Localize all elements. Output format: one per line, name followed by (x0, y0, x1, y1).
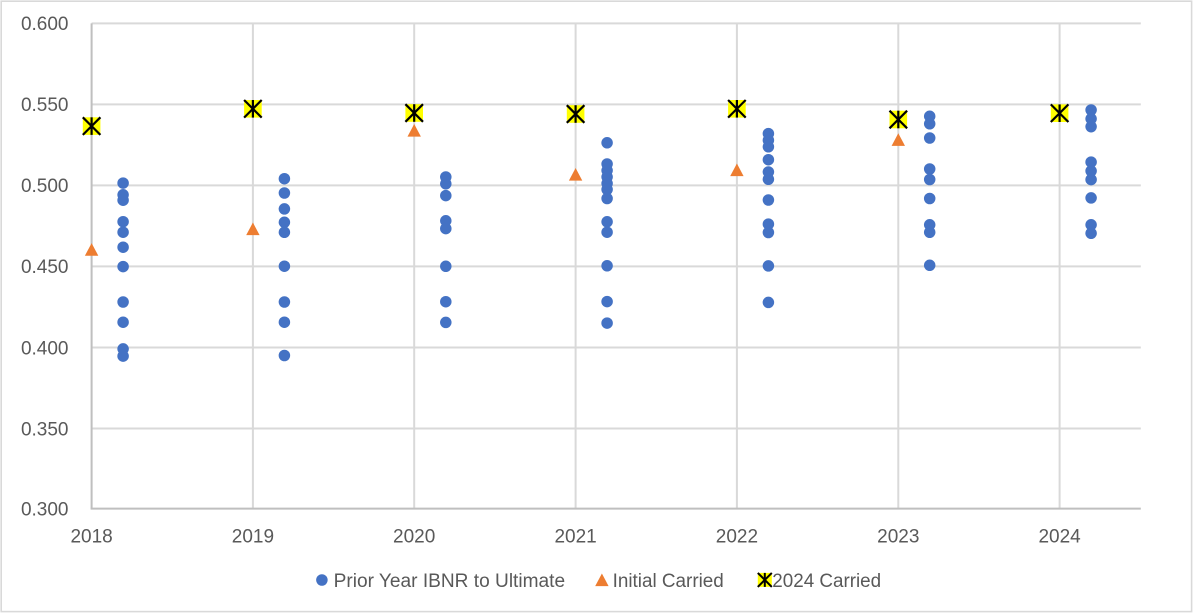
svg-text:0.550: 0.550 (21, 95, 69, 116)
svg-text:0.500: 0.500 (21, 176, 69, 197)
svg-text:2018: 2018 (70, 527, 112, 548)
svg-text:0.600: 0.600 (21, 14, 69, 35)
svg-text:0.400: 0.400 (21, 338, 69, 359)
svg-text:2020: 2020 (393, 527, 435, 548)
svg-text:2023: 2023 (877, 527, 919, 548)
svg-text:2019: 2019 (232, 527, 274, 548)
svg-text:2024 Carried: 2024 Carried (772, 571, 881, 592)
svg-text:0.450: 0.450 (21, 257, 69, 278)
svg-text:2024: 2024 (1038, 527, 1081, 548)
svg-text:Prior Year IBNR to Ultimate: Prior Year IBNR to Ultimate (334, 571, 565, 592)
svg-text:2021: 2021 (554, 527, 596, 548)
svg-text:2022: 2022 (716, 527, 758, 548)
svg-text:Initial Carried: Initial Carried (613, 571, 724, 592)
svg-text:0.350: 0.350 (21, 419, 69, 440)
svg-text:0.300: 0.300 (21, 500, 69, 521)
